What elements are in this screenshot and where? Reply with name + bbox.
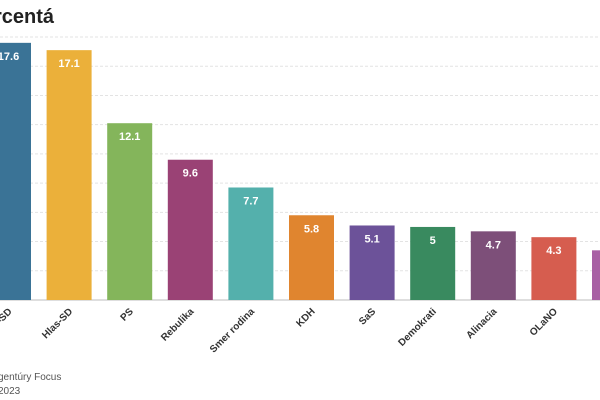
bar [0, 42, 31, 300]
bar [107, 123, 153, 300]
value-label: 4.7 [486, 239, 501, 251]
value-label: 7.7 [243, 195, 258, 207]
value-label: 4.3 [546, 245, 561, 257]
category-label: Alinacia [465, 306, 500, 341]
value-label: 17.6 [0, 51, 19, 63]
source-note: gentúry Focus [0, 372, 62, 383]
bar [289, 215, 334, 300]
category-label: Hlas-SD [40, 306, 75, 341]
bar [470, 231, 516, 300]
category-label: -SD [0, 306, 15, 326]
value-label: 17.1 [58, 58, 79, 70]
category-labels: -SD Hlas-SD PS Rebulika Smer rodina KDH SaS Dem… [0, 306, 560, 355]
value-label: 9.6 [183, 168, 198, 180]
category-label: Rebulika [159, 306, 197, 344]
category-label: PS [119, 306, 136, 323]
value-label: 5.8 [304, 223, 319, 235]
bar [228, 187, 274, 300]
category-label: OLaNO [528, 306, 560, 338]
bar [167, 159, 213, 300]
bar [592, 250, 600, 300]
chart-title: rcentá [0, 6, 55, 28]
bar [410, 226, 456, 300]
bar [46, 50, 92, 301]
bar [531, 237, 577, 300]
category-label: Smer rodina [208, 306, 257, 355]
category-label: SaS [357, 306, 378, 327]
date-note: 2023 [0, 386, 21, 397]
category-label: KDH [295, 306, 318, 329]
category-label: Demokrati [396, 306, 439, 349]
value-labels: 17.6 17.1 12.1 9.6 7.7 5.8 5.1 5 4.7 4.3 [0, 51, 562, 257]
bar [349, 225, 395, 300]
value-label: 5.1 [364, 233, 379, 245]
value-label: 5 [430, 235, 436, 247]
bars [0, 42, 600, 301]
value-label: 12.1 [119, 131, 140, 143]
